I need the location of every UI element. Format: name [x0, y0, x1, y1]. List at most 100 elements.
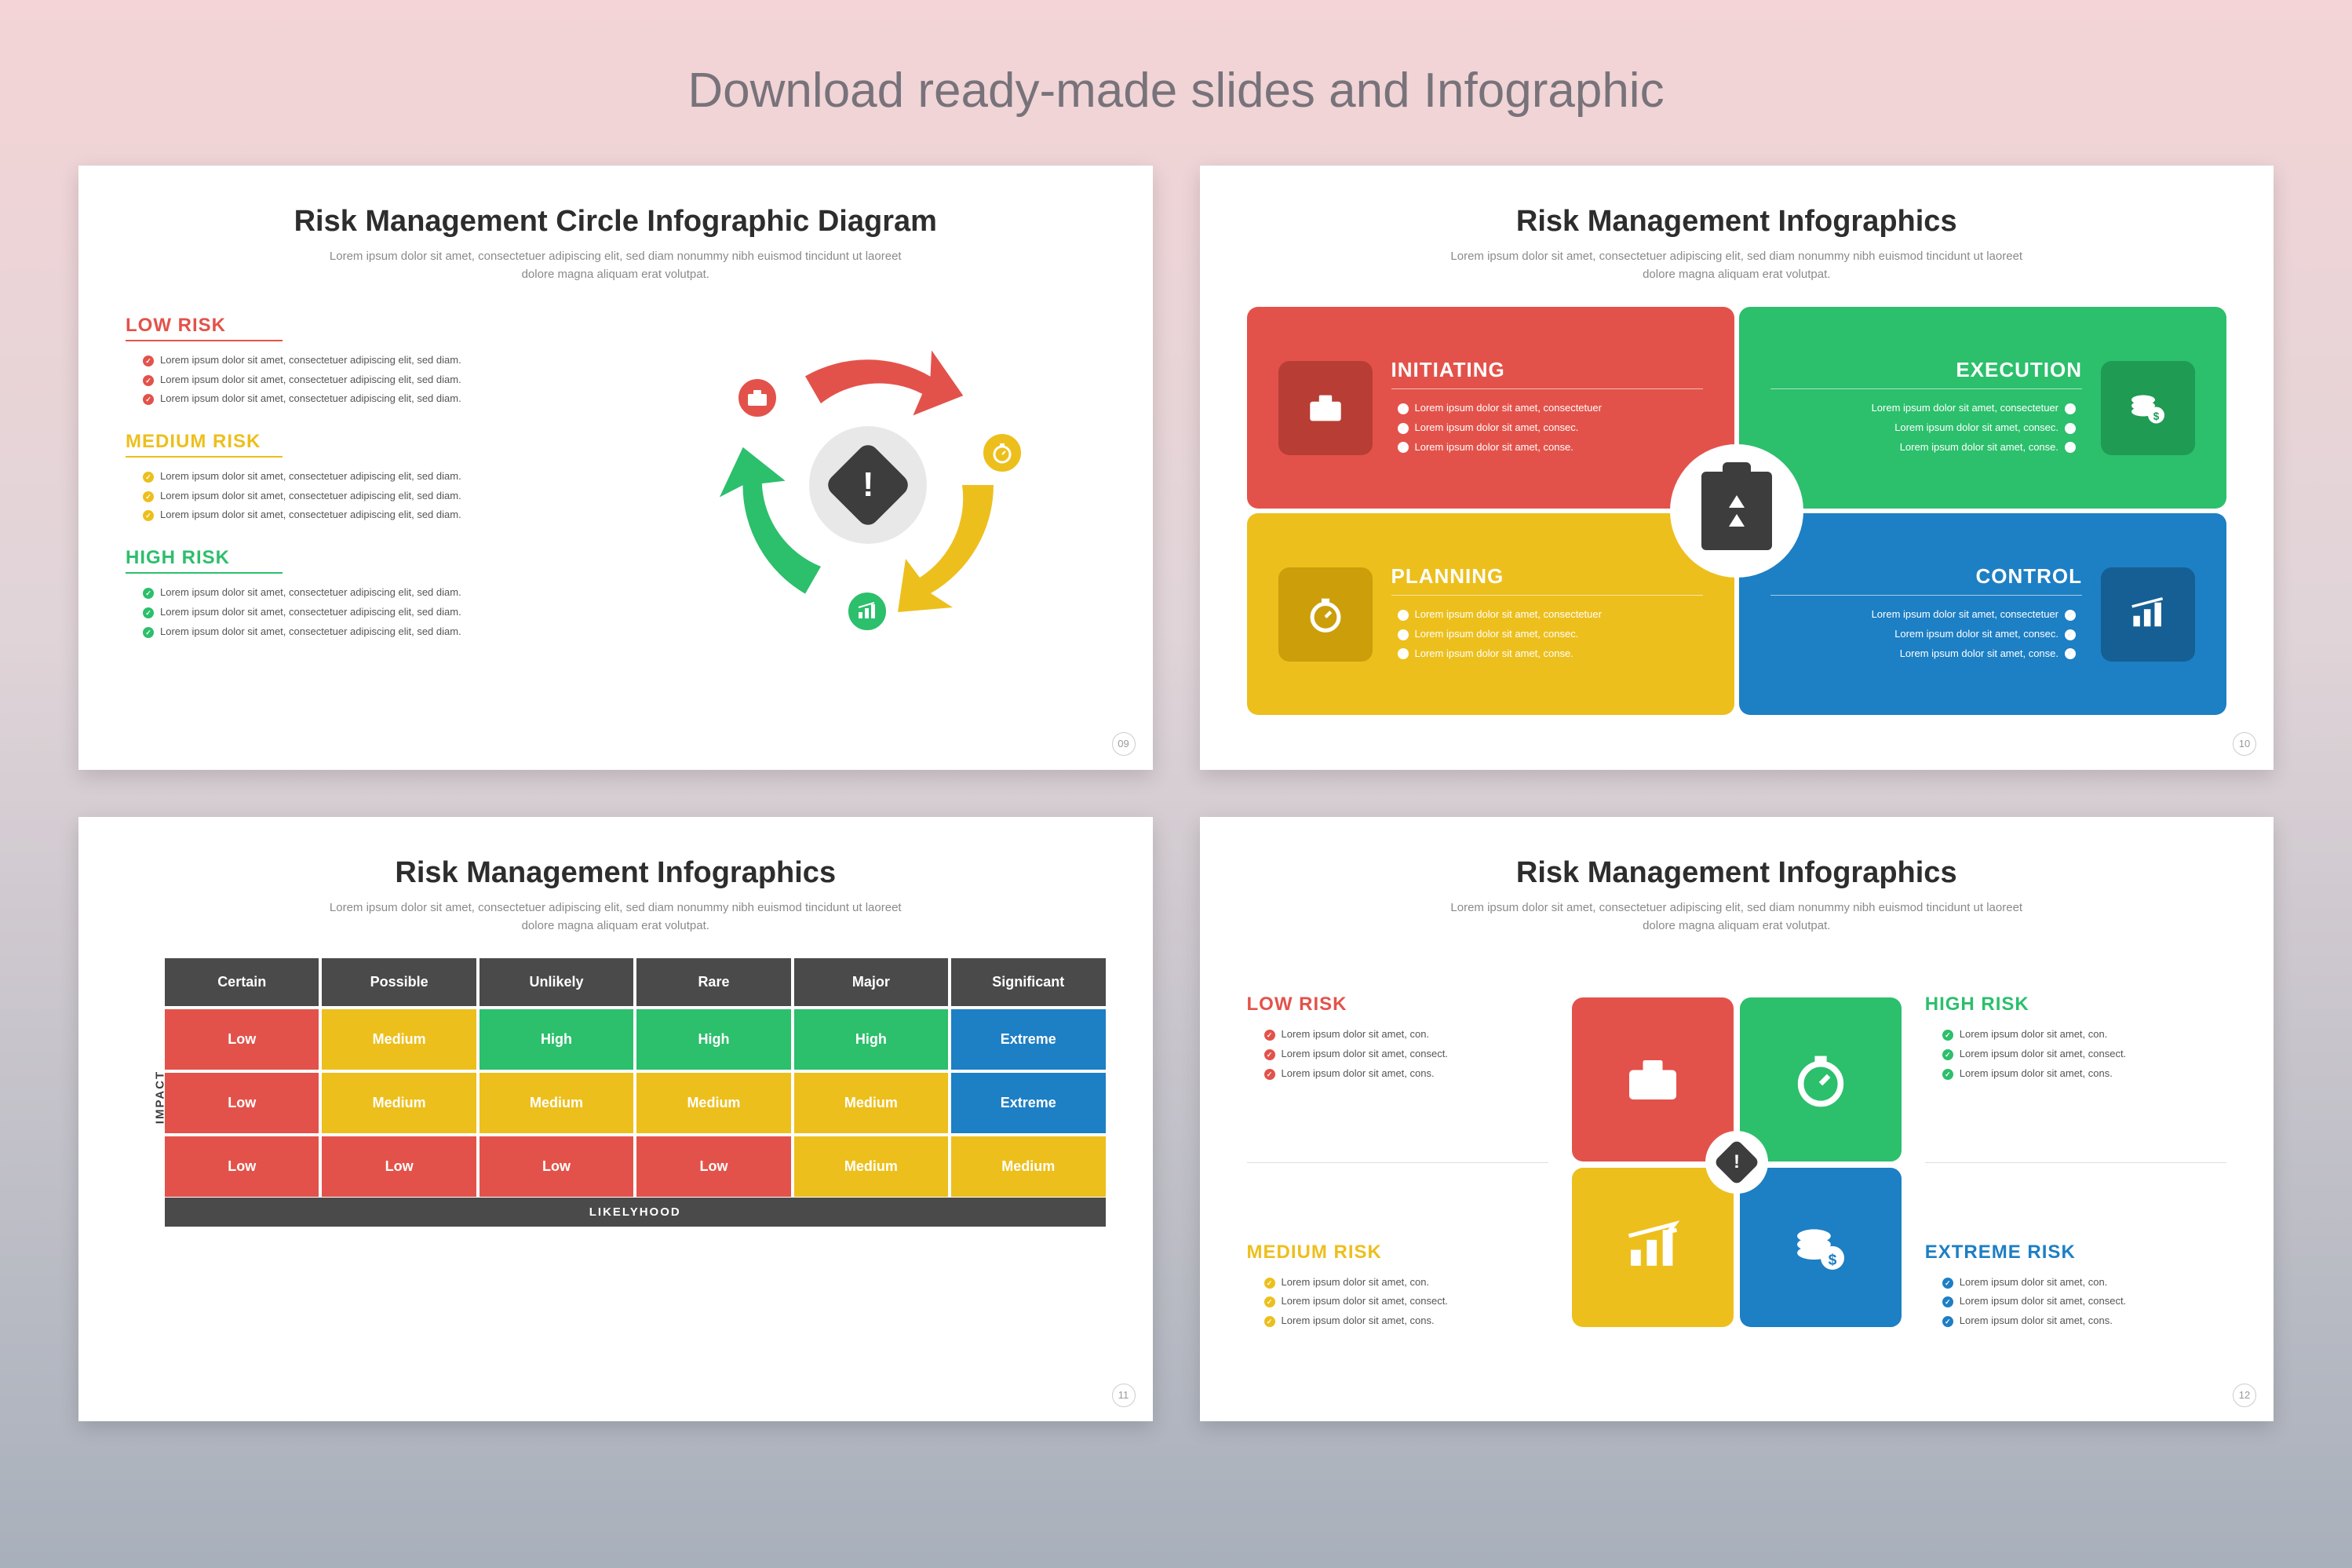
quad-line: ✓Lorem ipsum dolor sit amet, conse.	[1391, 438, 1703, 458]
risk-line: ✓Lorem ipsum dolor sit amet, cons.	[1925, 1311, 2226, 1331]
quad-line: ✓Lorem ipsum dolor sit amet, consec.	[1391, 625, 1703, 644]
risk-line: ✓Lorem ipsum dolor sit amet, cons.	[1247, 1064, 1548, 1084]
risk-label: MEDIUM RISK	[1247, 1242, 1548, 1264]
risk-item: MEDIUM RISK ✓Lorem ipsum dolor sit amet, …	[1247, 1242, 1548, 1331]
risk-line: ✓Lorem ipsum dolor sit amet, consect.	[1247, 1045, 1548, 1064]
svg-text:$: $	[1828, 1252, 1836, 1268]
matrix-cell: Low	[480, 1136, 633, 1197]
risk-label: HIGH RISK	[1925, 994, 2226, 1016]
quad-planning: PLANNING ✓Lorem ipsum dolor sit amet, co…	[1247, 513, 1734, 715]
risk-item: LOW RISK ✓Lorem ipsum dolor sit amet, con…	[126, 315, 600, 409]
matrix-cell: High	[480, 1009, 633, 1070]
risk-line: ✓Lorem ipsum dolor sit amet, cons.	[1925, 1064, 2226, 1084]
risk-item: HIGH RISK✓Lorem ipsum dolor sit amet, co…	[126, 547, 600, 641]
matrix-cell: Medium	[636, 1073, 790, 1133]
matrix-cell: Medium	[480, 1073, 633, 1133]
page-title: Download ready-made slides and Infograph…	[78, 63, 2274, 119]
risk-line: ✓Lorem ipsum dolor sit amet, consect.	[1925, 1045, 2226, 1064]
axis-likelihood: LIKELYHOOD	[165, 1198, 1106, 1227]
risk-line: ✓Lorem ipsum dolor sit amet, con.	[1247, 1273, 1548, 1293]
matrix-cell: Low	[636, 1136, 790, 1197]
slide1-title: Risk Management Circle Infographic Diagr…	[126, 205, 1106, 239]
quad-line: Lorem ipsum dolor sit amet, conse.✓	[1770, 644, 2082, 664]
quad-line: ✓Lorem ipsum dolor sit amet, conse.	[1391, 644, 1703, 664]
quad-control: CONTROL Lorem ipsum dolor sit amet, cons…	[1739, 513, 2226, 715]
risk-line: ✓Lorem ipsum dolor sit amet, consect.	[1247, 1292, 1548, 1311]
risk-matrix: CertainPossibleUnlikelyRareMajorSignific…	[165, 958, 1106, 1197]
risk-item: LOW RISK ✓Lorem ipsum dolor sit amet, con…	[1247, 994, 1548, 1083]
quad-label: INITIATING	[1391, 358, 1703, 389]
slide3-title: Risk Management Infographics	[126, 856, 1106, 890]
quad-line: Lorem ipsum dolor sit amet, consec.✓	[1770, 418, 2082, 438]
page-number: 10	[2233, 732, 2256, 756]
clipboard-icon	[1670, 444, 1803, 578]
risk-line: ✓Lorem ipsum dolor sit amet, consectetue…	[126, 583, 600, 603]
stopwatch-icon	[1740, 997, 1902, 1161]
matrix-cell: Medium	[951, 1136, 1105, 1197]
circle-diagram: !	[703, 320, 1033, 650]
quad-initiating: INITIATING ✓Lorem ipsum dolor sit amet, …	[1247, 307, 1734, 509]
slide-2: Risk Management Infographics Lorem ipsum…	[1200, 166, 2274, 770]
slide-grid: Risk Management Circle Infographic Diagr…	[78, 166, 2274, 1421]
matrix-cell: Low	[322, 1136, 476, 1197]
matrix-cell: High	[636, 1009, 790, 1070]
center-exclaim-icon: !	[1705, 1131, 1768, 1194]
quad-label: EXECUTION	[1770, 358, 2082, 389]
risk-line: ✓Lorem ipsum dolor sit amet, consectetue…	[126, 351, 600, 370]
slide-4: Risk Management Infographics Lorem ipsum…	[1200, 817, 2274, 1421]
slide-3: Risk Management Infographics Lorem ipsum…	[78, 817, 1153, 1421]
svg-text:$: $	[2153, 410, 2160, 422]
matrix-cell: Medium	[322, 1009, 476, 1070]
risk-line: ✓Lorem ipsum dolor sit amet, consectetue…	[126, 389, 600, 409]
matrix-cell: High	[794, 1009, 948, 1070]
chart-icon	[1572, 1168, 1734, 1327]
axis-impact: IMPACT	[154, 1070, 167, 1124]
center-exclaim-icon: !	[809, 426, 927, 544]
matrix-cell: Medium	[322, 1073, 476, 1133]
risk-label: MEDIUM RISK	[126, 431, 283, 458]
quad-squares: $ !	[1572, 997, 1902, 1327]
risk-line: ✓Lorem ipsum dolor sit amet, consectetue…	[126, 603, 600, 622]
slide4-subtitle: Lorem ipsum dolor sit amet, consectetuer…	[1439, 899, 2035, 935]
briefcase-icon	[1572, 997, 1734, 1161]
risk-line: ✓Lorem ipsum dolor sit amet, con.	[1247, 1025, 1548, 1045]
quad-line: Lorem ipsum dolor sit amet, conse.✓	[1770, 438, 2082, 458]
quad-line: ✓Lorem ipsum dolor sit amet, consectetue…	[1391, 399, 1703, 418]
quad-icon	[1278, 567, 1373, 662]
matrix-header: Unlikely	[480, 958, 633, 1006]
risk-item: MEDIUM RISK ✓Lorem ipsum dolor sit amet, …	[126, 431, 600, 525]
matrix-cell: Medium	[794, 1073, 948, 1133]
risk-label: EXTREME RISK	[1925, 1242, 2226, 1264]
quad-line: ✓Lorem ipsum dolor sit amet, consectetue…	[1391, 605, 1703, 625]
quad-line: Lorem ipsum dolor sit amet, consectetuer…	[1770, 605, 2082, 625]
risk-item: EXTREME RISK ✓Lorem ipsum dolor sit amet,…	[1925, 1242, 2226, 1331]
slide2-title: Risk Management Infographics	[1247, 205, 2227, 239]
risk-line: ✓Lorem ipsum dolor sit amet, con.	[1925, 1273, 2226, 1293]
slide-1: Risk Management Circle Infographic Diagr…	[78, 166, 1153, 770]
quad-line: Lorem ipsum dolor sit amet, consec.✓	[1770, 625, 2082, 644]
matrix-cell: Low	[165, 1136, 319, 1197]
slide3-subtitle: Lorem ipsum dolor sit amet, consectetuer…	[317, 899, 913, 935]
page-number: 09	[1112, 732, 1136, 756]
matrix-cell: Extreme	[951, 1009, 1105, 1070]
risk-line: ✓Lorem ipsum dolor sit amet, consectetue…	[126, 622, 600, 642]
page-number: 11	[1112, 1384, 1136, 1407]
quad-line: ✓Lorem ipsum dolor sit amet, consec.	[1391, 418, 1703, 438]
matrix-cell: Medium	[794, 1136, 948, 1197]
slide2-subtitle: Lorem ipsum dolor sit amet, consectetuer…	[1439, 248, 2035, 283]
coins-icon: $	[1740, 1168, 1902, 1327]
risk-label: LOW RISK	[1247, 994, 1548, 1016]
quad-line: Lorem ipsum dolor sit amet, consectetuer…	[1770, 399, 2082, 418]
slide4-title: Risk Management Infographics	[1247, 856, 2227, 890]
divider	[1247, 1162, 1548, 1163]
quad-icon: $	[2101, 361, 2195, 455]
page-number: 12	[2233, 1384, 2256, 1407]
matrix-cell: Low	[165, 1073, 319, 1133]
quad-execution: $ EXECUTION Lorem ipsum dolor sit amet, …	[1739, 307, 2226, 509]
divider	[1925, 1162, 2226, 1163]
risk-line: ✓Lorem ipsum dolor sit amet, consectetue…	[126, 467, 600, 487]
risk-label: LOW RISK	[126, 315, 283, 341]
risk-line: ✓Lorem ipsum dolor sit amet, consectetue…	[126, 370, 600, 390]
quad-icon	[2101, 567, 2195, 662]
risk-line: ✓Lorem ipsum dolor sit amet, consectetue…	[126, 505, 600, 525]
